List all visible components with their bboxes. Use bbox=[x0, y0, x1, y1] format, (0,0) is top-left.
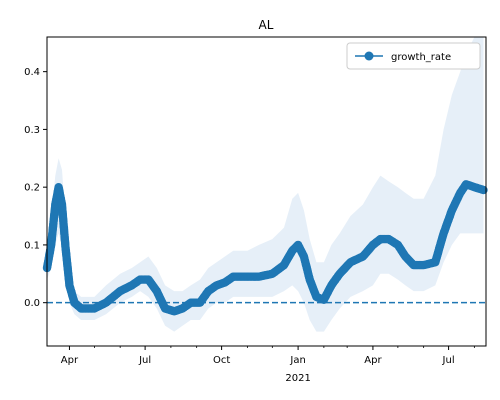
legend-marker-sample bbox=[364, 51, 374, 61]
legend-box bbox=[346, 42, 481, 70]
series-marker-layer bbox=[42, 180, 488, 316]
y-tick-label: 0.3 bbox=[24, 125, 40, 136]
confidence-band bbox=[47, 37, 484, 332]
legend: growth_rate bbox=[346, 42, 481, 70]
x-tick-label: Apr bbox=[364, 355, 382, 366]
x-tick-label: Jul bbox=[442, 355, 455, 366]
y-tick-label: 0.2 bbox=[24, 183, 40, 194]
x-tick-label: Jan bbox=[289, 355, 305, 366]
x-year-label: 2021 bbox=[285, 373, 310, 384]
x-tick-label: Oct bbox=[213, 355, 230, 366]
x-tick-label: Jul bbox=[138, 355, 151, 366]
y-axis-ticks: 0.0 0.1 0.2 0.3 0.4 bbox=[24, 67, 47, 309]
confidence-band-layer bbox=[47, 37, 484, 332]
y-tick-label: 0.4 bbox=[24, 67, 40, 78]
legend-entry-growth-rate: growth_rate bbox=[391, 52, 451, 63]
y-tick-label: 0.0 bbox=[24, 298, 40, 309]
x-tick-label: Apr bbox=[61, 355, 79, 366]
x-axis-ticks: Apr Jul Oct Jan Apr Jul 2021 bbox=[61, 346, 475, 384]
chart-title: AL bbox=[259, 18, 274, 32]
y-tick-label: 0.1 bbox=[24, 240, 40, 251]
plot-frame bbox=[46, 36, 487, 347]
